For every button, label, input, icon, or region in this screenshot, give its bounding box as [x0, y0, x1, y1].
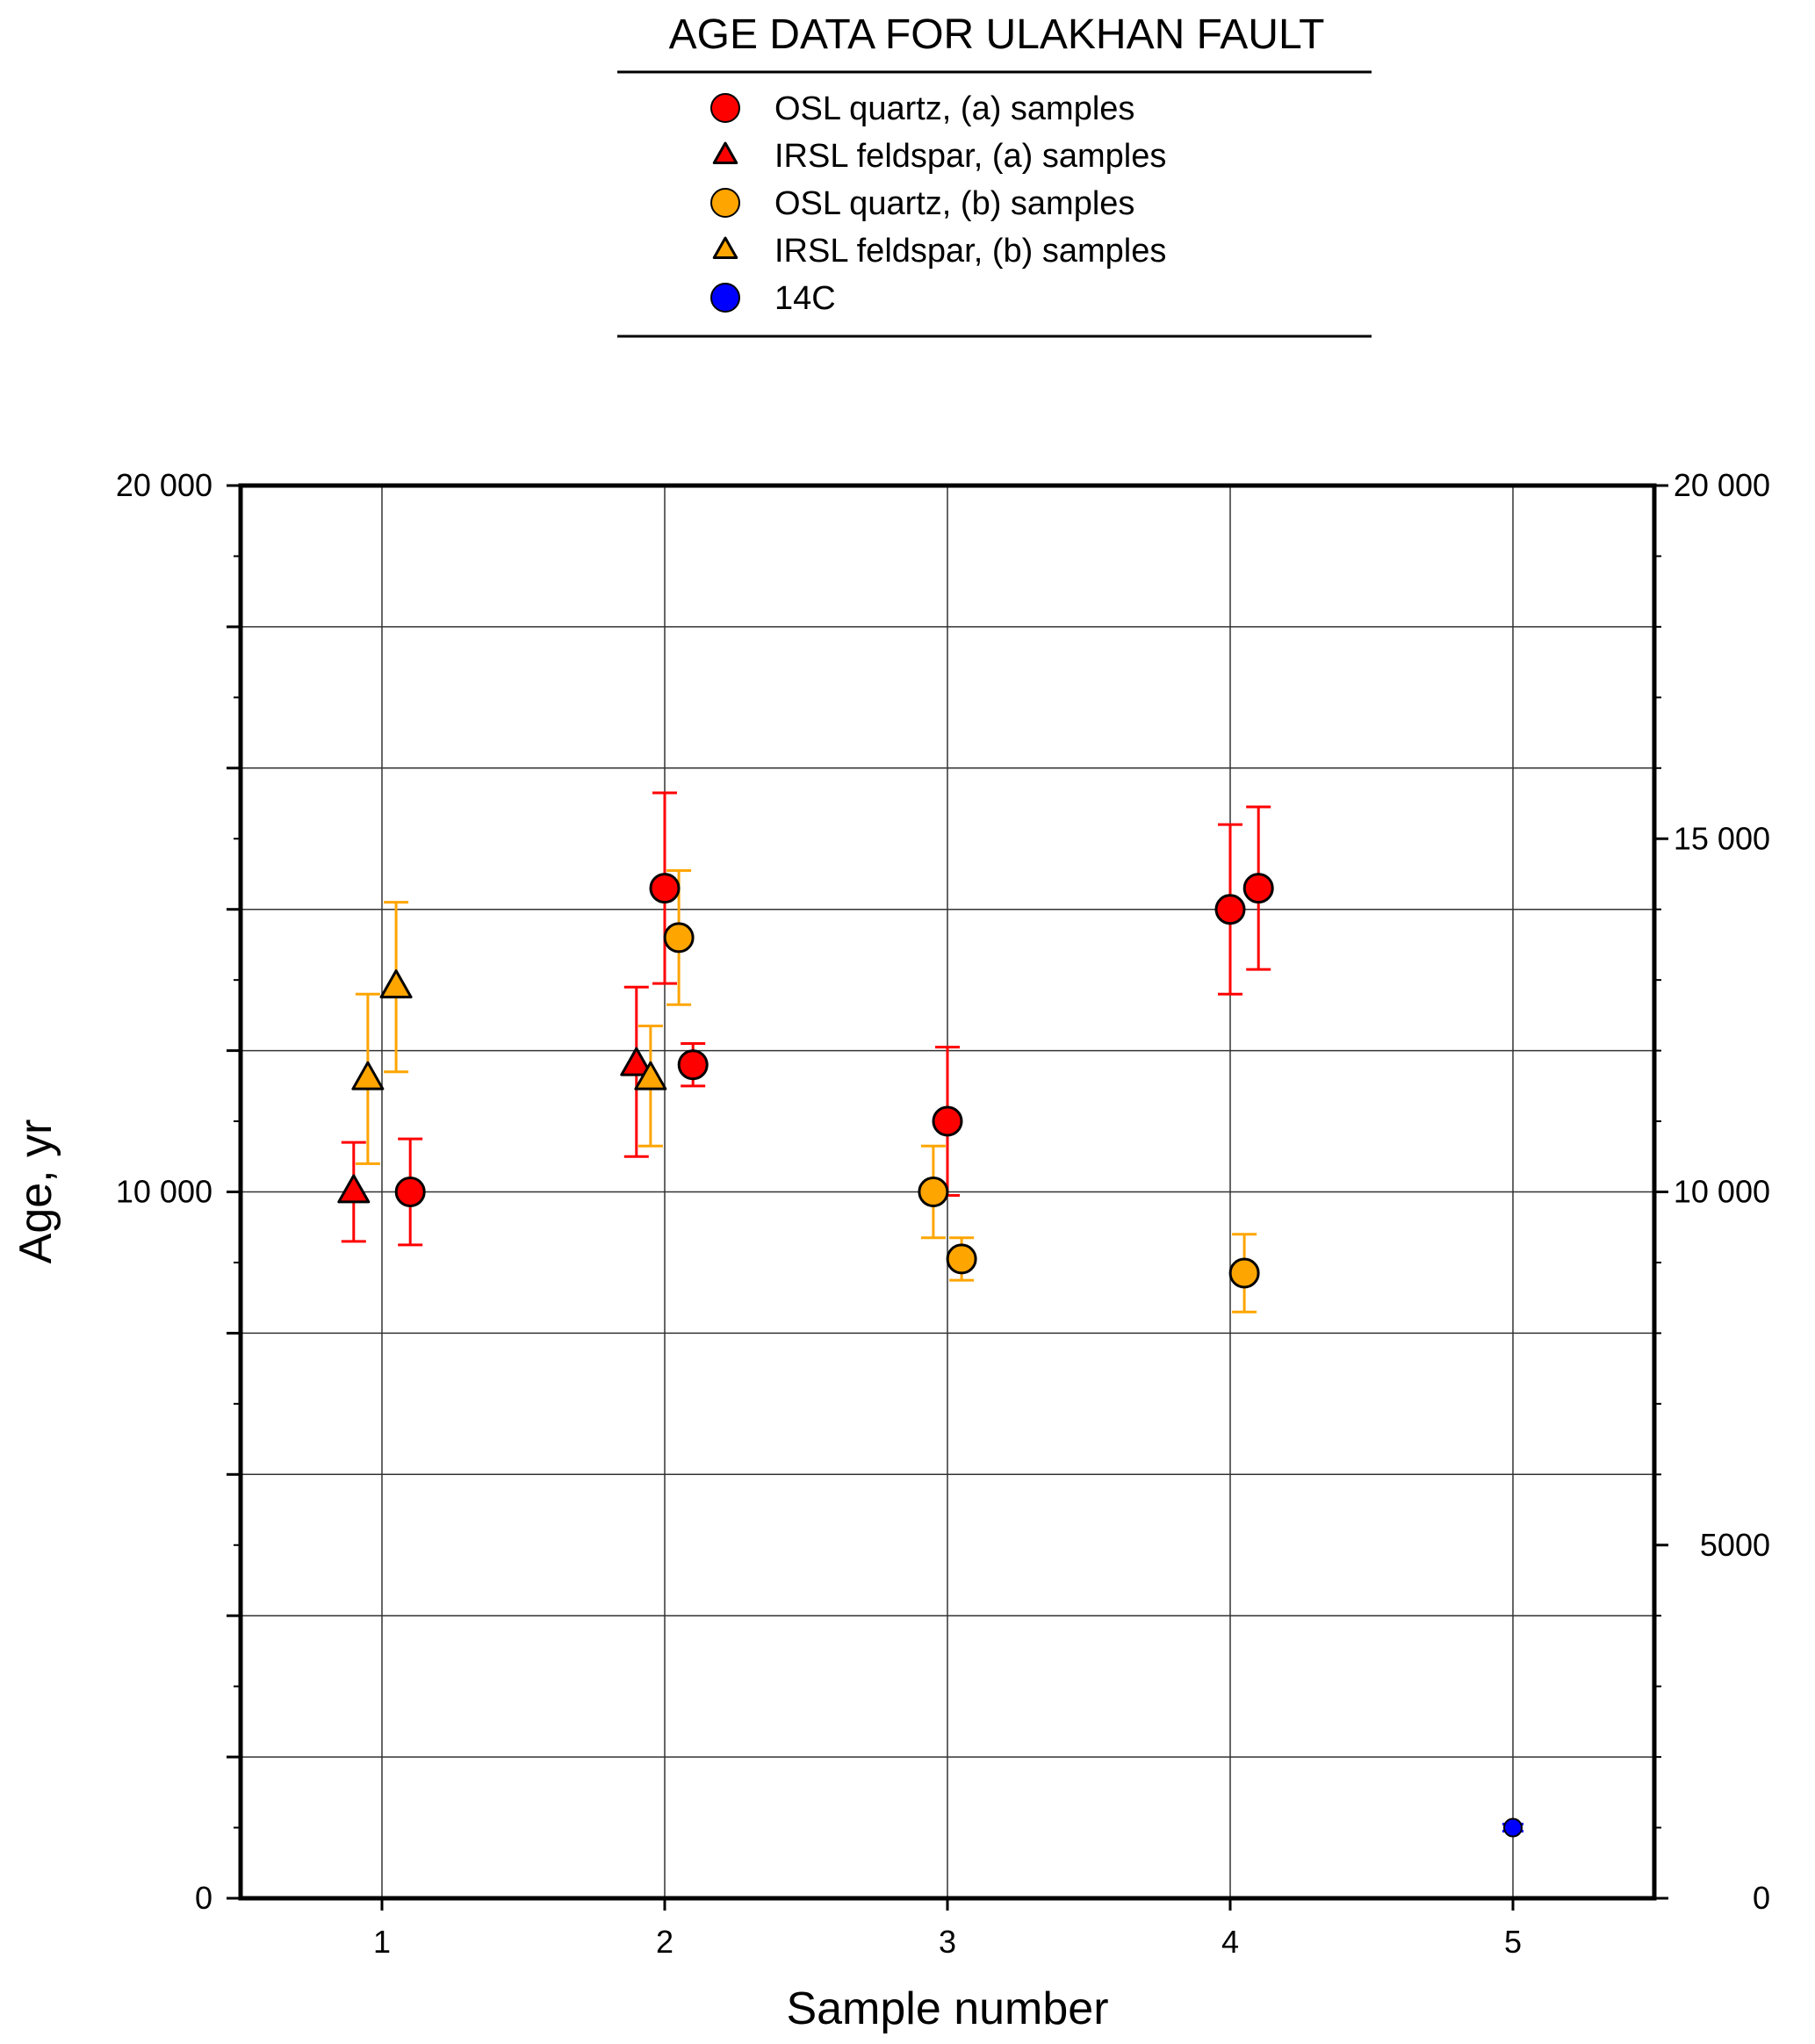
axis-ticks: 1 2 3 4 5 0 10 000 20 000 0 5000 10 000 15 000 20 00…	[116, 467, 1770, 1960]
y-left-tick-label: 20 000	[116, 467, 212, 503]
data-point	[663, 922, 695, 954]
data-point	[649, 873, 681, 904]
legend-label: 14C	[774, 280, 836, 317]
legend-marker	[710, 93, 740, 123]
legend-label: IRSL feldspar, (a) samples	[774, 138, 1166, 175]
y-left-tick-label: 0	[195, 1880, 212, 1916]
data-point	[379, 969, 413, 999]
legend-marker	[712, 236, 738, 260]
legend-label: OSL quartz, (b) samples	[774, 185, 1134, 222]
chart-title: AGE DATA FOR ULAKHAN FAULT	[669, 11, 1325, 58]
data-point	[337, 1174, 371, 1204]
data-point	[677, 1049, 709, 1081]
legend-item: 14C	[710, 280, 836, 317]
x-tick-label: 2	[656, 1924, 673, 1960]
x-tick-label: 3	[939, 1924, 956, 1960]
legend-label: IRSL feldspar, (b) samples	[774, 233, 1166, 270]
data-point	[634, 1061, 667, 1090]
legend-item: OSL quartz, (b) samples	[710, 185, 1134, 222]
data-point	[932, 1105, 963, 1137]
x-tick-label: 1	[373, 1924, 391, 1960]
x-axis-title: Sample number	[786, 1983, 1108, 2034]
legend-marker	[712, 141, 738, 165]
data-point	[1242, 873, 1274, 904]
y-right-tick-label: 10 000	[1674, 1174, 1770, 1210]
y-left-tick-label: 10 000	[116, 1174, 212, 1210]
legend-marker	[710, 283, 740, 313]
legend-label: OSL quartz, (a) samples	[774, 90, 1134, 127]
data-point	[1214, 894, 1246, 925]
y-right-tick-label: 5000	[1700, 1527, 1770, 1563]
data-markers	[337, 873, 1523, 1838]
y-right-tick-label: 20 000	[1674, 467, 1770, 503]
data-point	[946, 1243, 977, 1275]
plot-frame	[238, 483, 1657, 1901]
y-axis-title: Age, yr	[11, 1119, 61, 1264]
legend-item: IRSL feldspar, (b) samples	[712, 233, 1166, 270]
data-point	[394, 1177, 426, 1207]
legend: OSL quartz, (a) samples IRSL feldspar, (a…	[710, 90, 1166, 317]
x-tick-label: 5	[1504, 1924, 1522, 1960]
x-tick-label: 4	[1221, 1924, 1239, 1960]
data-point	[1228, 1257, 1260, 1289]
data-point	[351, 1061, 385, 1090]
data-point	[620, 1047, 653, 1076]
legend-marker	[710, 188, 740, 218]
data-point	[918, 1177, 949, 1207]
y-right-tick-label: 0	[1753, 1880, 1770, 1916]
y-right-tick-label: 15 000	[1674, 820, 1770, 856]
data-point	[1503, 1817, 1523, 1838]
legend-item: OSL quartz, (a) samples	[710, 90, 1134, 127]
legend-item: IRSL feldspar, (a) samples	[712, 138, 1166, 175]
